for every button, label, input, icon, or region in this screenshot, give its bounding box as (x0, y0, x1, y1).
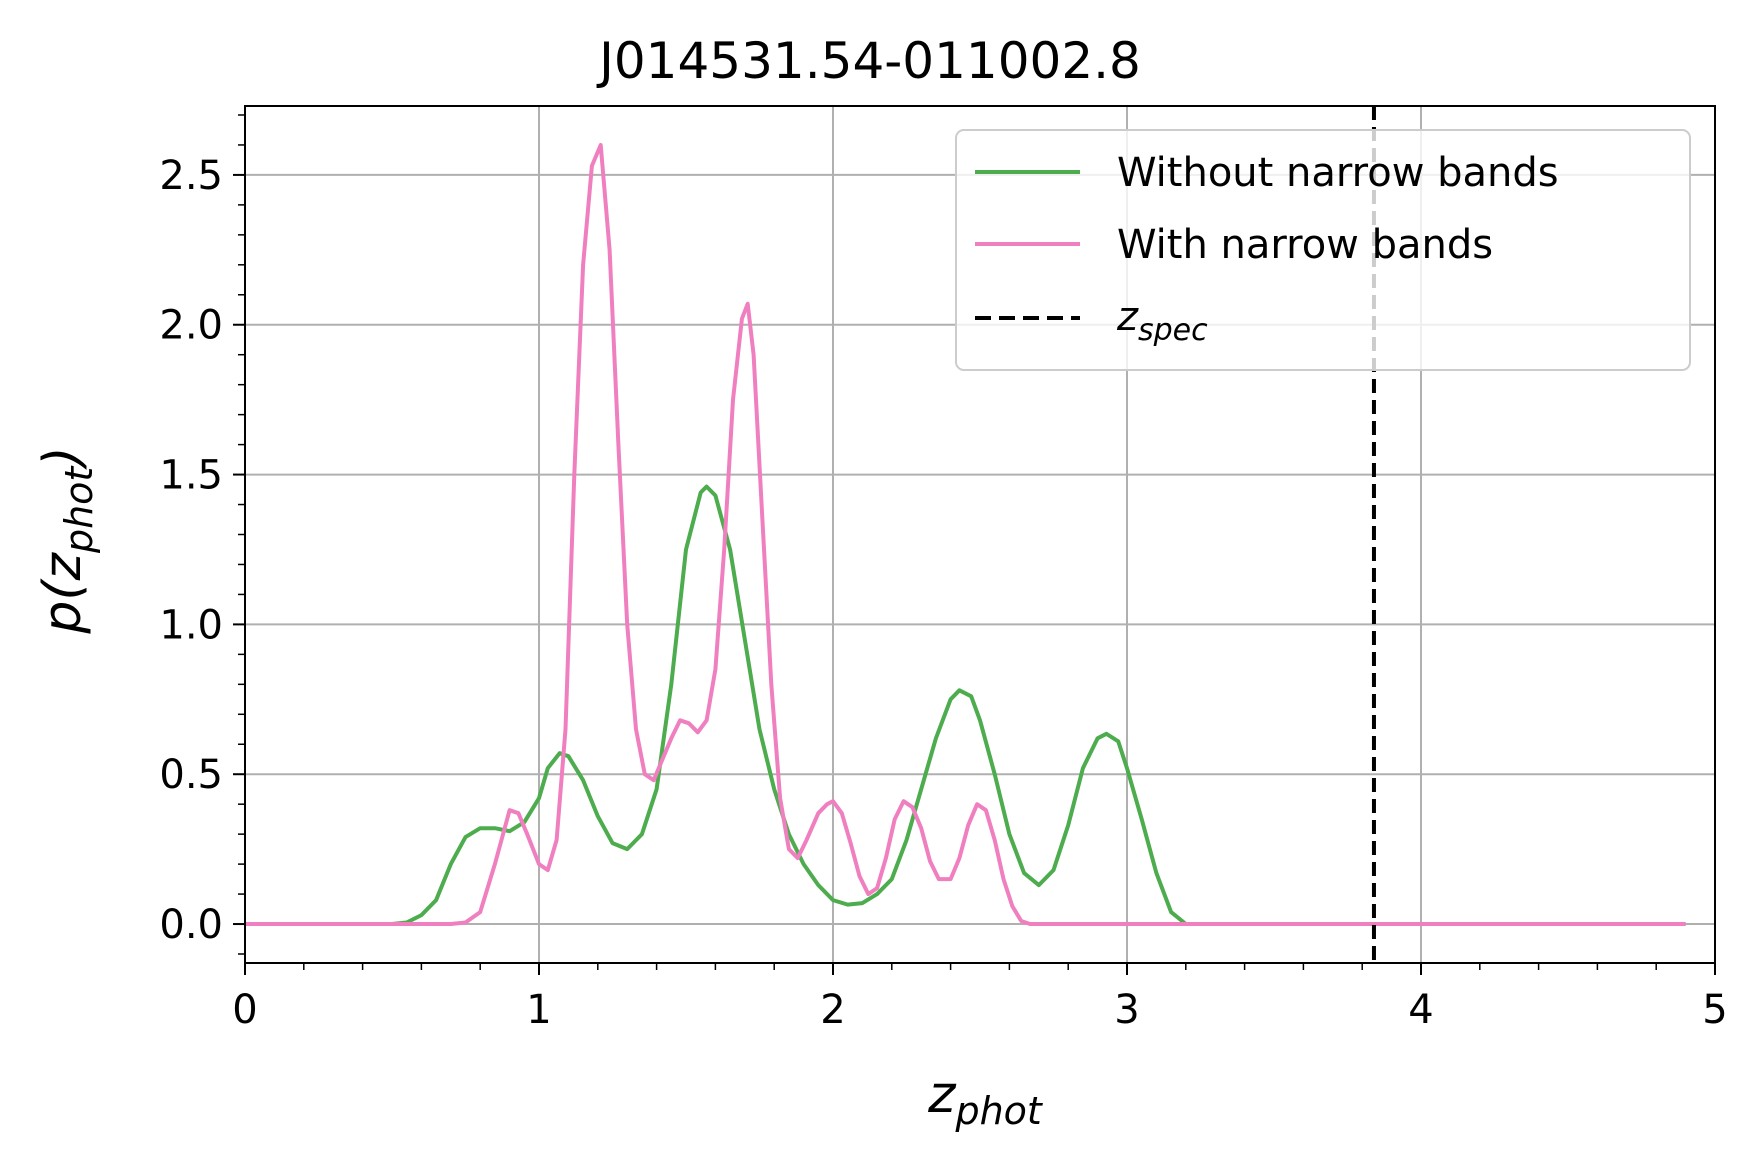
y-axis-label: p(zphot) (33, 446, 101, 634)
x-tick-label: 0 (232, 987, 257, 1033)
x-tick-label: 4 (1408, 987, 1433, 1033)
legend-box (955, 129, 1691, 371)
y-tick-label: 2.5 (159, 153, 223, 199)
x-tick-label: 2 (820, 987, 845, 1033)
legend: Without narrow bands With narrow bands z… (955, 129, 1691, 371)
x-tick-label: 5 (1702, 987, 1727, 1033)
legend-label-zspec: zspec (1116, 294, 1208, 348)
series-layer (245, 143, 1686, 926)
y-tick-label: 0.5 (159, 752, 223, 798)
x-tick-label: 1 (526, 987, 551, 1033)
y-axis-label-main: z (33, 551, 93, 581)
legend-label-zspec-main: z (1116, 294, 1139, 340)
y-tick-label: 1.0 (159, 602, 223, 648)
x-axis-label-sub: phot (954, 1089, 1043, 1133)
y-axis-ticks: 0.0 0.5 1.0 1.5 2.0 2.5 (159, 114, 245, 955)
y-axis-label-post: ) (33, 446, 93, 470)
x-tick-label: 3 (1114, 987, 1139, 1033)
legend-label-zspec-sub: spec (1138, 313, 1208, 348)
x-axis-label: zphot (927, 1065, 1044, 1133)
x-axis-ticks: 0 1 2 3 4 5 (232, 963, 1728, 1033)
chart-title: J014531.54-011002.8 (596, 32, 1141, 90)
y-axis-label-sub: phot (57, 465, 101, 554)
y-tick-label: 2.0 (159, 303, 223, 349)
legend-label-without-narrow-bands: Without narrow bands (1117, 150, 1559, 196)
series-line-with-narrow-bands (245, 143, 1686, 926)
y-tick-label: 1.5 (159, 453, 223, 499)
x-axis-label-main: z (927, 1065, 957, 1125)
legend-label-with-narrow-bands: With narrow bands (1117, 222, 1493, 268)
y-tick-label: 0.0 (159, 902, 223, 948)
y-axis-label-pre: p( (33, 578, 93, 635)
